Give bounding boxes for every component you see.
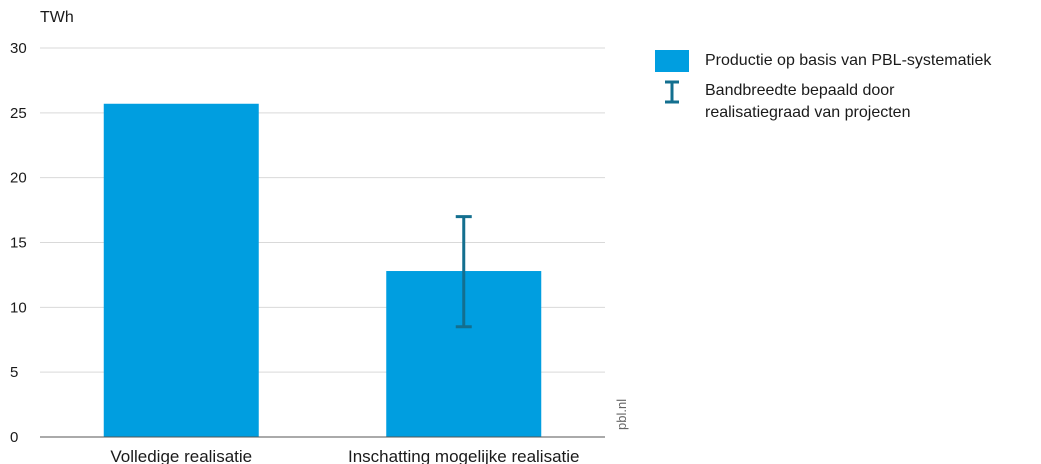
legend-label-bandwidth: Bandbreedte bepaald door realisatiegraad…: [705, 80, 910, 124]
legend-label-bandwidth-line1: Bandbreedte bepaald door: [705, 82, 895, 99]
y-tick-label: 10: [10, 299, 27, 316]
legend: Productie op basis van PBL-systematiek B…: [655, 50, 1035, 132]
legend-item-bandwidth: Bandbreedte bepaald door realisatiegraad…: [655, 80, 1035, 124]
legend-label-production: Productie op basis van PBL-systematiek: [705, 52, 992, 69]
legend-label-bandwidth-line2: realisatiegraad van projecten: [705, 104, 911, 121]
error-bar-icon: [665, 80, 679, 104]
x-tick-label: Volledige realisatie: [110, 447, 252, 464]
error-bar-2: [455, 215, 472, 329]
y-axis-ticks: 0 5 10 15 20 25 30: [10, 40, 27, 446]
y-tick-label: 15: [10, 235, 27, 252]
y-tick-label: 5: [10, 364, 18, 381]
x-tick-label: Inschatting mogelijke realisatie: [348, 447, 580, 464]
bars: [103, 103, 542, 438]
x-axis-labels: Volledige realisatie Inschatting mogelijk…: [110, 447, 579, 464]
y-axis-unit-label: TWh: [40, 9, 74, 26]
error-bars: [455, 215, 472, 329]
bar-chart: TWh 0 5 10 15 20 25 30 Volledige realisatie Ins…: [10, 9, 629, 464]
y-tick-label: 30: [10, 40, 27, 57]
y-tick-label: 20: [10, 170, 27, 187]
legend-swatch-production: [655, 50, 689, 72]
source-label: pbl.nl: [614, 399, 629, 430]
bar-1: [103, 103, 259, 438]
y-tick-label: 0: [10, 429, 18, 446]
legend-item-production: Productie op basis van PBL-systematiek: [655, 50, 1035, 72]
y-tick-label: 25: [10, 105, 27, 122]
